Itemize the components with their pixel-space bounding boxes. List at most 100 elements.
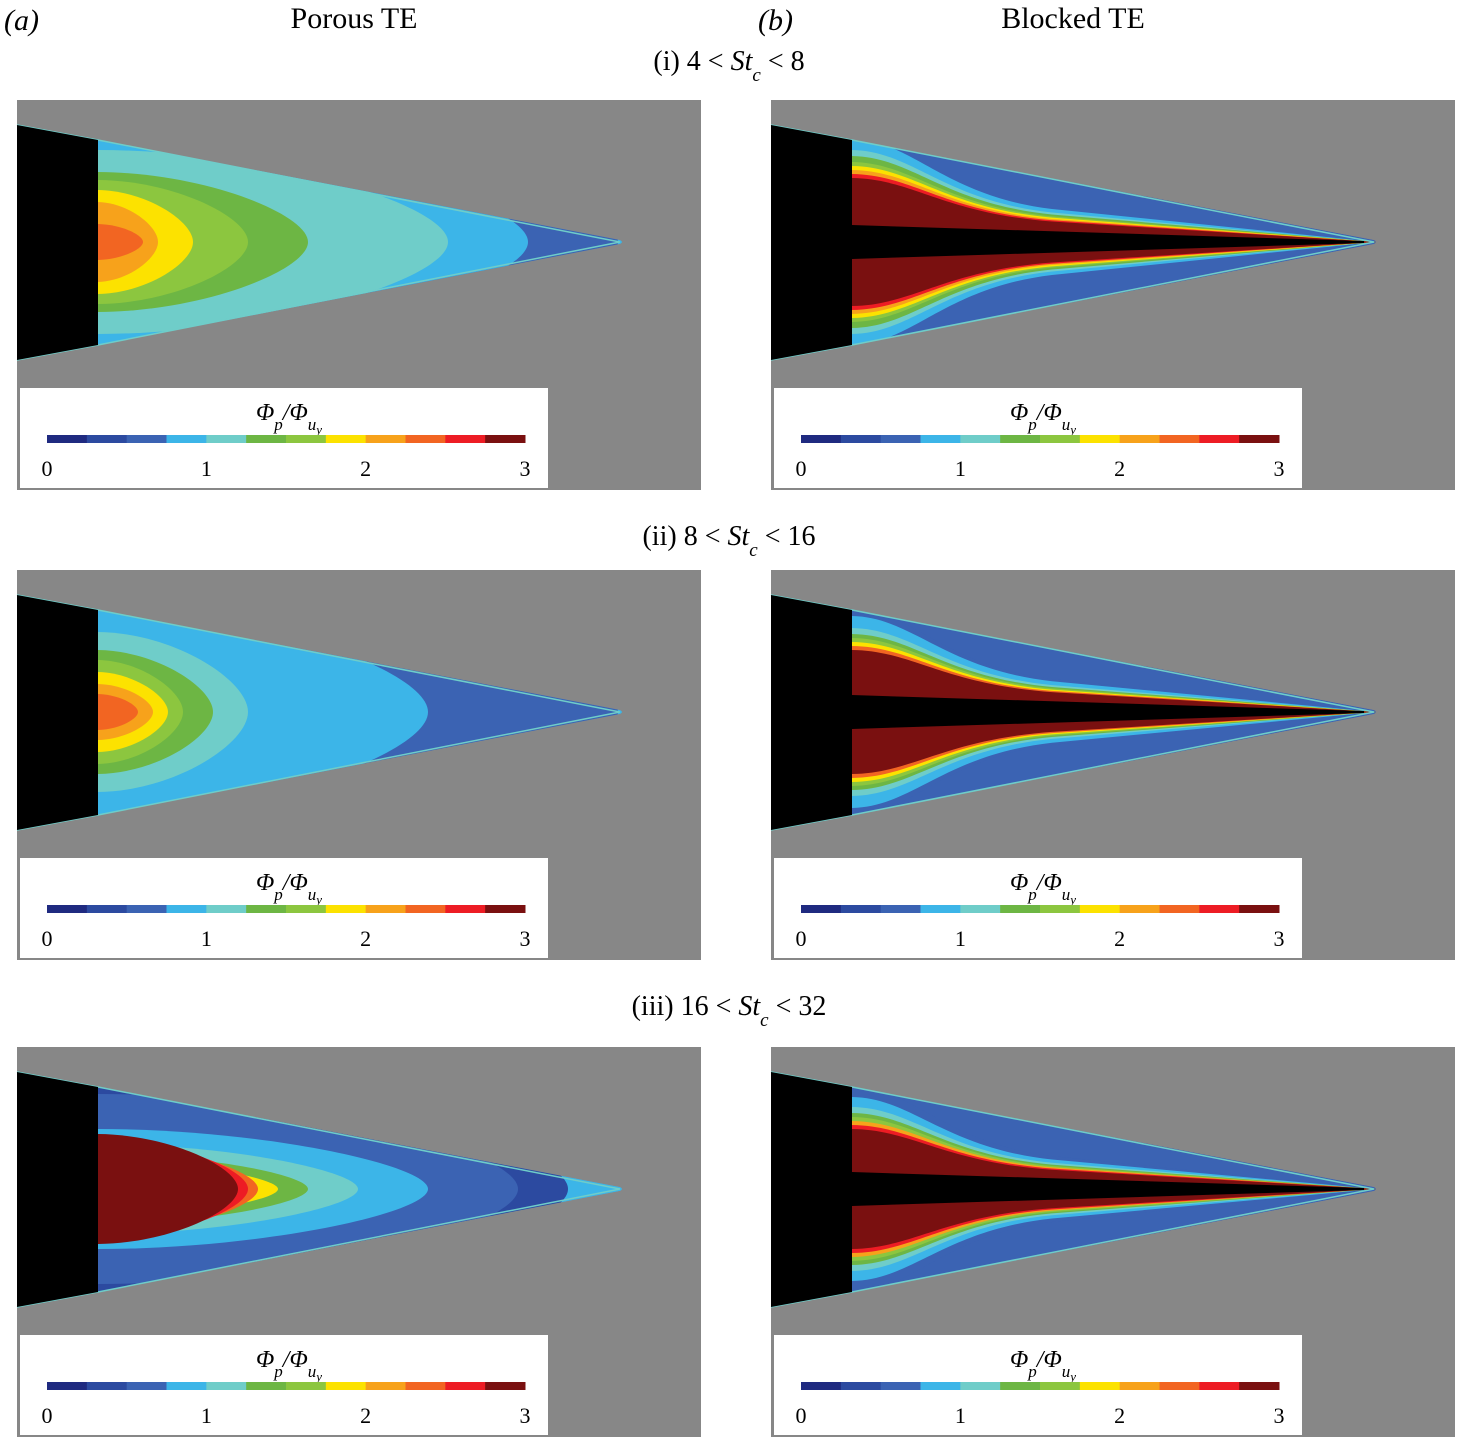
- colorbar-tick-label: 2: [1114, 1403, 1125, 1428]
- colorbar-swatch: [485, 905, 526, 913]
- contours: [852, 610, 1376, 815]
- colorbar-tick-label: 3: [1274, 456, 1285, 481]
- contours: [852, 140, 1376, 345]
- colorbar-swatch: [1239, 905, 1280, 913]
- colorbar-swatch: [1079, 1382, 1121, 1390]
- colorbar-tick-label: 2: [360, 926, 371, 951]
- colorbar-tick-label: 2: [1114, 456, 1125, 481]
- colorbar: Φp/Φuy 0 1 2 3: [774, 1335, 1302, 1435]
- body: [17, 125, 98, 360]
- colorbar-label: Φp/Φuy: [256, 400, 322, 437]
- colorbar-tick-label: 2: [360, 456, 371, 481]
- colorbar-swatch: [365, 435, 406, 443]
- column-title: Porous TE: [291, 2, 418, 35]
- colorbar-tick-label: 3: [1274, 926, 1285, 951]
- colorbar-swatch: [920, 905, 961, 913]
- colorbar-swatch: [840, 435, 882, 443]
- colorbar-swatch: [365, 905, 406, 913]
- colorbar-swatch: [1000, 435, 1041, 443]
- panel-label: (a): [4, 4, 39, 37]
- core: [852, 695, 1364, 729]
- colorbar-tick-label: 0: [796, 1403, 807, 1428]
- core: [852, 1172, 1364, 1206]
- colorbar-swatch: [86, 435, 128, 443]
- contours: [852, 1087, 1376, 1292]
- colorbar-swatch: [880, 905, 921, 913]
- colorbar-swatch: [1000, 905, 1041, 913]
- contour: [98, 694, 138, 730]
- contour-panel: Φp/Φuy 0 1 2 3: [16, 570, 701, 960]
- colorbar-tick-label: 2: [360, 1403, 371, 1428]
- colorbar-swatch: [86, 905, 128, 913]
- colorbar-swatch: [1119, 1382, 1160, 1390]
- colorbar-swatch: [126, 1382, 167, 1390]
- colorbar-swatch: [126, 435, 167, 443]
- colorbar-swatch: [960, 905, 1001, 913]
- colorbar-swatch: [47, 435, 88, 443]
- colorbar-swatch: [880, 1382, 921, 1390]
- colorbar-swatch: [405, 1382, 446, 1390]
- colorbar-label: Φp/Φuy: [256, 870, 322, 907]
- contour-panel: Φp/Φuy 0 1 2 3: [770, 1047, 1455, 1437]
- contour-panel: Φp/Φuy 0 1 2 3: [770, 570, 1455, 960]
- colorbar-tick-label: 0: [42, 926, 53, 951]
- body: [771, 1072, 852, 1307]
- colorbar-swatch: [1040, 435, 1081, 443]
- colorbar-tick-label: 1: [955, 1403, 966, 1428]
- colorbar: Φp/Φuy 0 1 2 3: [774, 388, 1302, 488]
- colorbar-swatch: [325, 435, 367, 443]
- colorbar-swatch: [206, 435, 247, 443]
- contour-panel: Φp/Φuy 0 1 2 3: [16, 100, 701, 490]
- colorbar-swatch: [1040, 1382, 1081, 1390]
- colorbar-swatch: [206, 905, 247, 913]
- colorbar-swatch: [206, 1382, 247, 1390]
- colorbar-swatch: [166, 435, 207, 443]
- colorbar-swatch: [286, 1382, 327, 1390]
- colorbar-swatch: [286, 435, 327, 443]
- body: [17, 1072, 98, 1307]
- row-title: (ii) 8 < Stc < 16: [642, 521, 815, 561]
- colorbar-tick-label: 1: [201, 926, 212, 951]
- colorbar-label: Φp/Φuy: [1010, 400, 1076, 437]
- colorbar-tick-label: 3: [1274, 1403, 1285, 1428]
- colorbar-swatch: [1159, 1382, 1200, 1390]
- row-title: (iii) 16 < Stc < 32: [632, 991, 827, 1031]
- colorbar-swatch: [920, 1382, 961, 1390]
- colorbar-tick-label: 2: [1114, 926, 1125, 951]
- colorbar-swatch: [840, 1382, 882, 1390]
- colorbar-swatch: [1159, 435, 1200, 443]
- colorbar-tick-label: 3: [520, 926, 531, 951]
- colorbar-tick-label: 0: [796, 456, 807, 481]
- colorbar-swatch: [166, 1382, 207, 1390]
- colorbar-swatch: [485, 435, 526, 443]
- colorbar-swatch: [445, 435, 486, 443]
- colorbar-swatch: [840, 905, 882, 913]
- colorbar-swatch: [880, 435, 921, 443]
- colorbar-swatch: [47, 1382, 88, 1390]
- colorbar-swatch: [1239, 435, 1280, 443]
- row-title: (i) 4 < Stc < 8: [653, 46, 804, 86]
- colorbar-swatch: [405, 905, 446, 913]
- colorbar-swatch: [405, 435, 446, 443]
- colorbar-swatch: [246, 1382, 287, 1390]
- colorbar-swatch: [1079, 435, 1121, 443]
- colorbar-tick-label: 1: [955, 456, 966, 481]
- colorbar-swatch: [286, 905, 327, 913]
- colorbar-swatch: [920, 435, 961, 443]
- panel-label: (b): [758, 4, 793, 37]
- colorbar-tick-label: 1: [201, 456, 212, 481]
- contour: [98, 1134, 238, 1244]
- colorbar: Φp/Φuy 0 1 2 3: [20, 388, 548, 488]
- colorbar-swatch: [1079, 905, 1121, 913]
- colorbar-swatch: [166, 905, 207, 913]
- colorbar-swatch: [1040, 905, 1081, 913]
- colorbar-tick-label: 0: [796, 926, 807, 951]
- colorbar-swatch: [1119, 905, 1160, 913]
- colorbar-swatch: [325, 905, 367, 913]
- colorbar-swatch: [445, 905, 486, 913]
- colorbar-tick-label: 0: [42, 1403, 53, 1428]
- body: [771, 125, 852, 360]
- colorbar-swatch: [47, 905, 88, 913]
- column-title: Blocked TE: [1001, 2, 1145, 35]
